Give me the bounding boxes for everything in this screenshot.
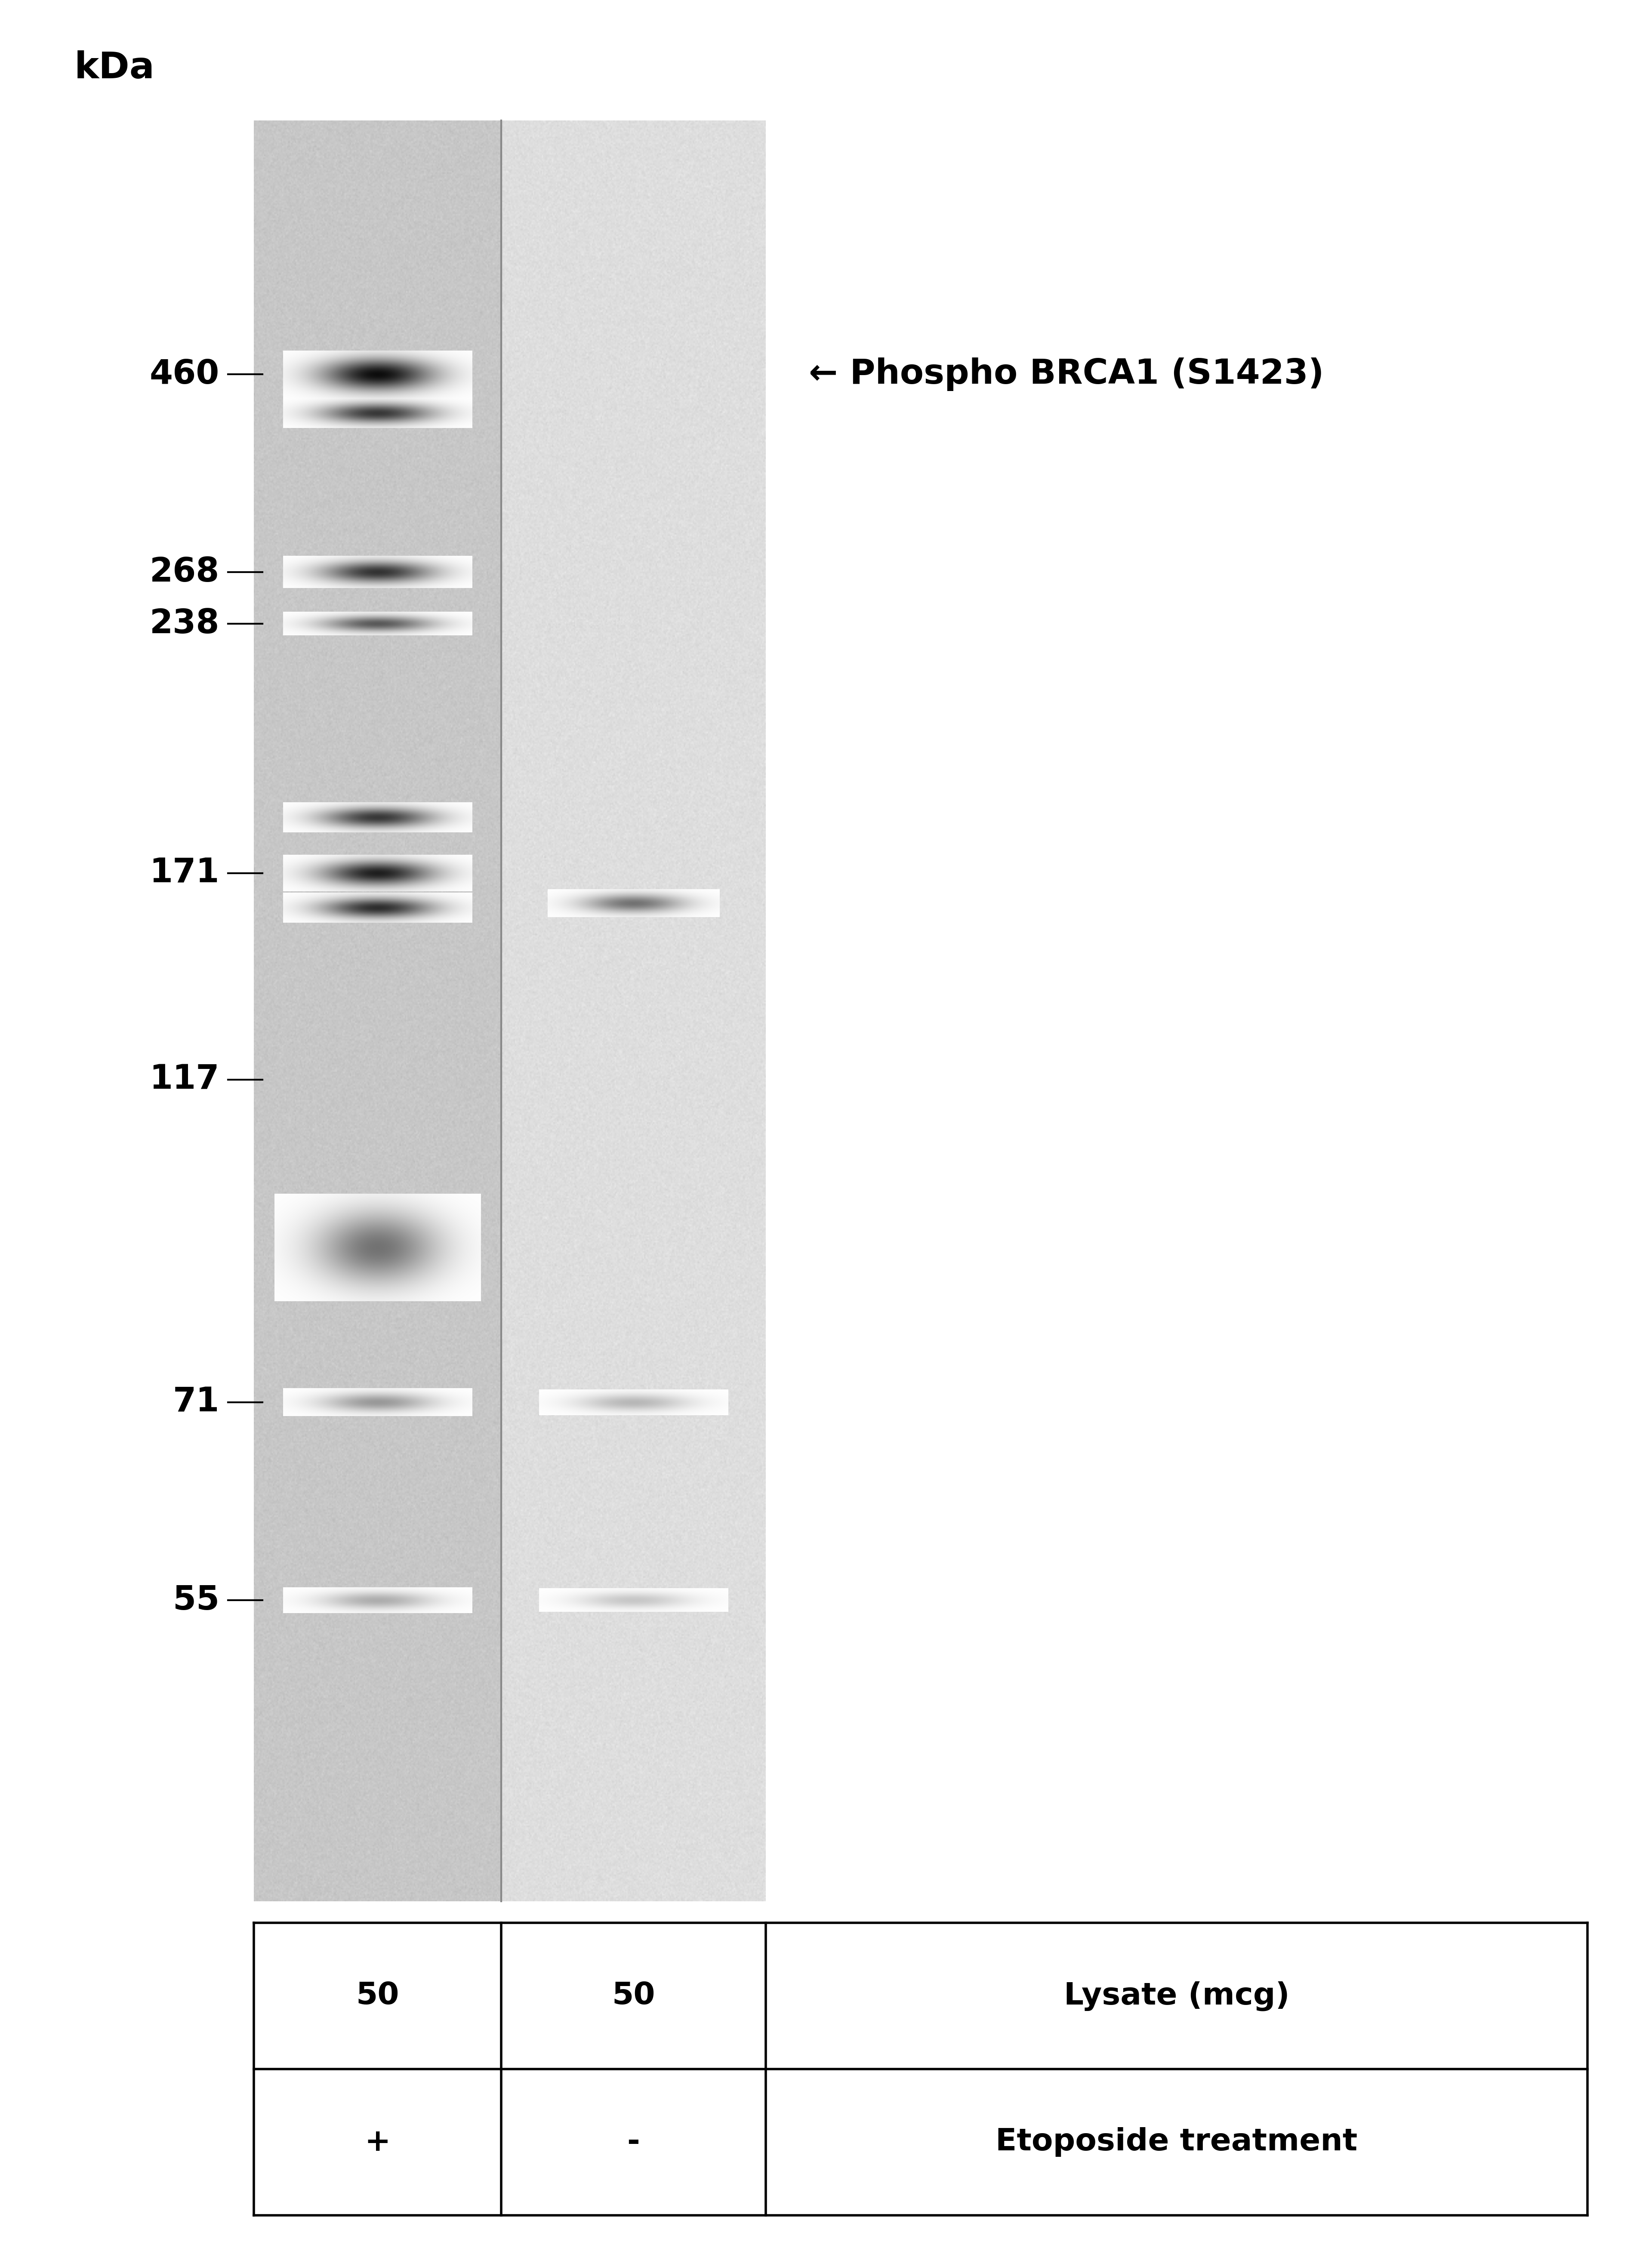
- Text: -: -: [628, 2127, 639, 2158]
- Text: 55: 55: [173, 1585, 220, 1616]
- Text: Lysate (mcg): Lysate (mcg): [1064, 1980, 1290, 2012]
- Text: 171: 171: [149, 856, 220, 890]
- Text: 117: 117: [149, 1063, 220, 1097]
- Text: ← Phospho BRCA1 (S1423): ← Phospho BRCA1 (S1423): [809, 357, 1323, 391]
- Text: kDa: kDa: [74, 49, 155, 85]
- Text: 50: 50: [611, 1980, 656, 2010]
- Text: 238: 238: [149, 607, 220, 641]
- Text: 460: 460: [150, 357, 220, 391]
- Text: Etoposide treatment: Etoposide treatment: [996, 2127, 1358, 2158]
- Text: +: +: [365, 2127, 390, 2158]
- Text: 268: 268: [150, 555, 220, 589]
- Text: 50: 50: [355, 1980, 400, 2010]
- Text: 71: 71: [173, 1387, 220, 1418]
